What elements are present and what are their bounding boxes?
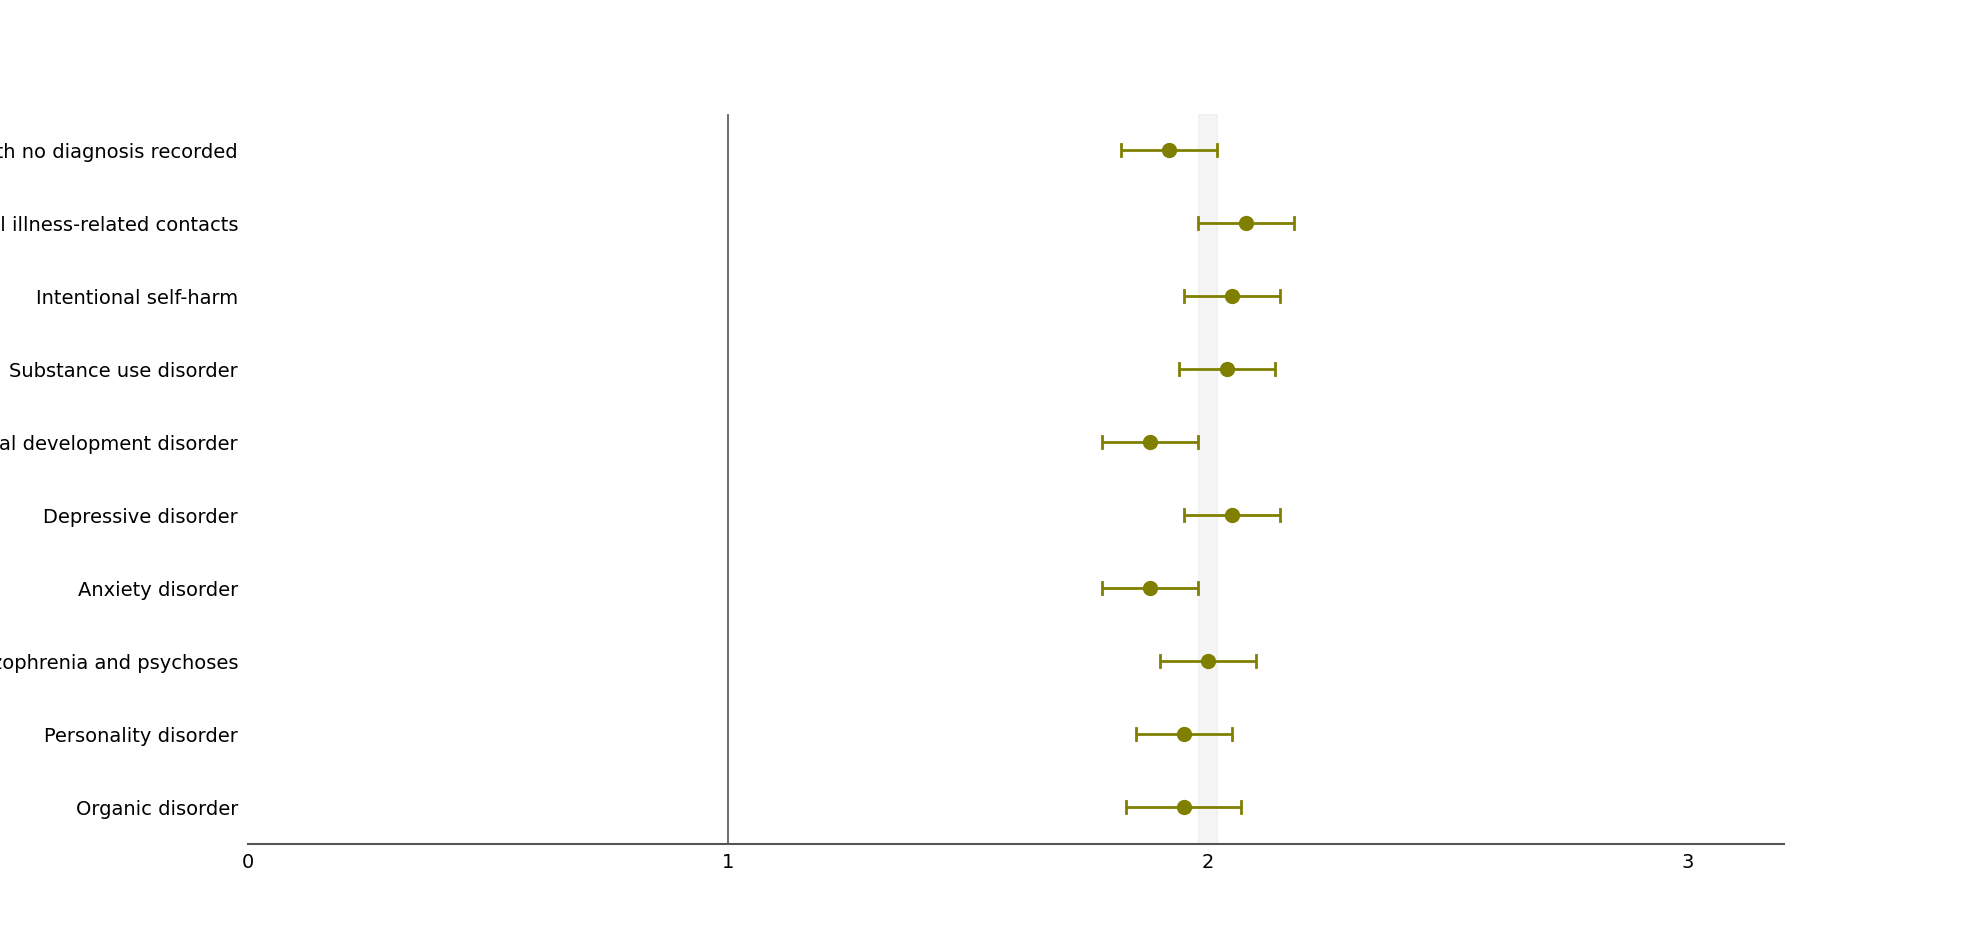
Bar xyxy=(1199,114,1217,844)
